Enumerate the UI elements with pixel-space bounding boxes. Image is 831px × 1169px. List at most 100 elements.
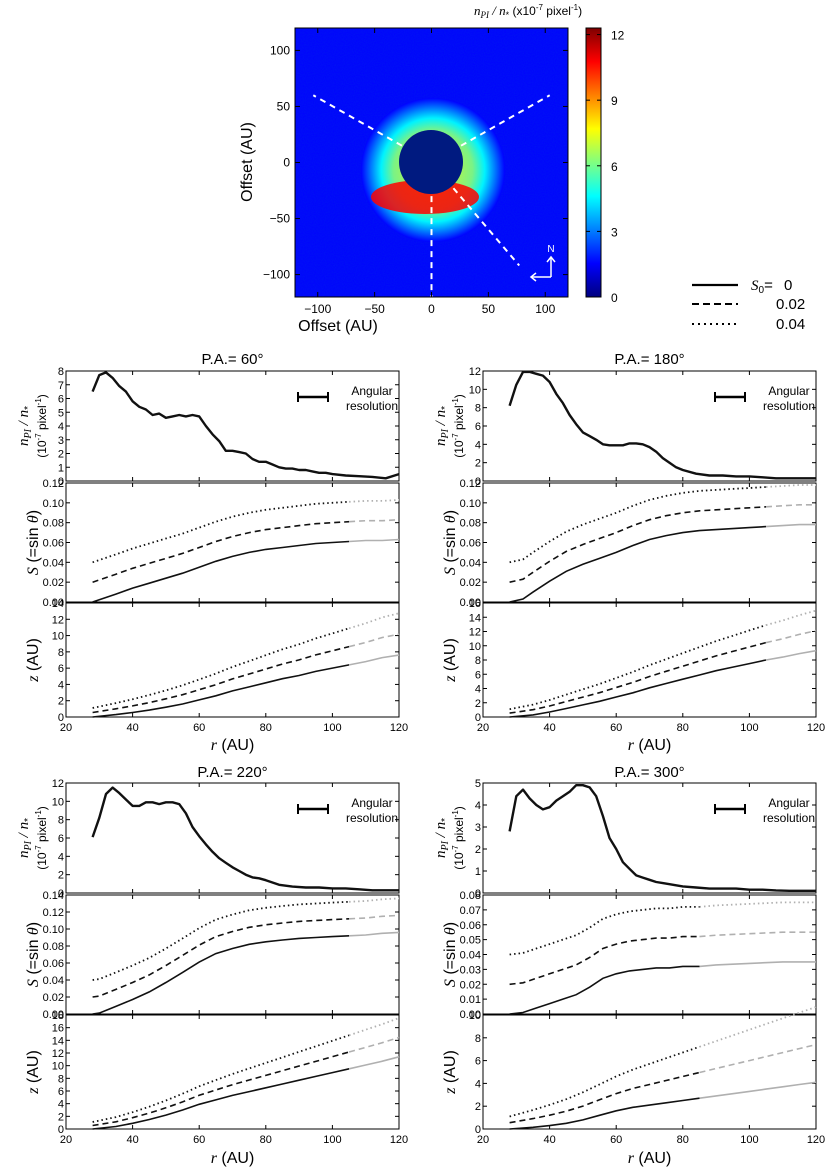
s-s0-0-line	[92, 540, 350, 603]
y-tick-label: 1	[475, 866, 481, 878]
y-tick-label: 0.14	[43, 890, 64, 902]
y-tick-label: 2	[475, 458, 481, 470]
x-tick-label: 20	[60, 1134, 72, 1146]
y-tick-label: 0	[58, 888, 64, 900]
angular-resolution-label-2: resolution	[763, 399, 815, 413]
y-tick-label: 10	[469, 641, 481, 653]
z-y-label: z (AU)	[442, 1050, 459, 1095]
y-tick-label: 0	[58, 1124, 64, 1136]
y-tick-label: 0	[475, 888, 481, 900]
z-s0-004-line-extrapolated	[348, 1017, 400, 1037]
panel-title: P.A.= 220°	[197, 764, 267, 781]
y-tick-label: 3	[58, 435, 64, 447]
colorbar	[585, 27, 602, 298]
panel-title: P.A.= 180°	[614, 351, 684, 368]
y-tick-label: 0.07	[460, 905, 481, 917]
z-s0-002-line	[92, 1051, 350, 1127]
s-s0-004-line-extrapolated	[765, 484, 816, 488]
s-s0-004-line-extrapolated	[349, 499, 400, 503]
y-tick-label: 0	[58, 712, 64, 724]
panel-title: P.A.= 60°	[201, 351, 263, 368]
z-s0-002-line	[92, 645, 350, 714]
np-y-label: nPI / n*	[16, 406, 34, 446]
y-tick-label: 8	[58, 366, 64, 378]
angular-resolution-label-1: Angular	[351, 384, 392, 398]
legend-entry-2: 0.04	[776, 316, 805, 333]
y-tick-label: 0.08	[460, 518, 481, 530]
y-tick-label: 2	[58, 449, 64, 461]
subplot-frame	[65, 370, 400, 482]
z-s0-0-line	[509, 1097, 700, 1130]
x-tick-label: 120	[390, 722, 408, 734]
x-tick-label: 120	[807, 722, 825, 734]
subplot-s: 0.00 0.02 0.04 0.06 0.08 0.10 0.12 0.14 S (=sin …	[25, 890, 400, 1021]
coronagraph-mask	[399, 130, 463, 194]
s-s0-004-line	[92, 900, 350, 981]
angular-resolution-label-1: Angular	[768, 384, 809, 398]
y-tick-label: 6	[58, 394, 64, 406]
z-s0-002-line-extrapolated	[765, 629, 817, 644]
colorbar-tick-label: 6	[611, 160, 618, 174]
x-tick-label: 40	[126, 1134, 138, 1146]
y-tick-label: 2	[475, 1101, 481, 1113]
z-s0-0-line-extrapolated	[765, 649, 817, 661]
y-tick-label: 2	[58, 870, 64, 882]
y-tick-label: 6	[475, 669, 481, 681]
y-tick-label: 0.02	[460, 577, 481, 589]
np-y-units: (10-7 pixel-1)	[34, 806, 49, 870]
polarized-intensity-image	[295, 28, 568, 297]
image-x-tick-label: −50	[364, 302, 385, 316]
s-s0-002-line-extrapolated	[349, 914, 400, 920]
x-tick-label: 20	[477, 1134, 489, 1146]
colorbar-tick-label: 3	[611, 225, 618, 239]
x-tick-label: 60	[193, 1134, 205, 1146]
x-tick-label: 20	[477, 722, 489, 734]
z-s0-004-line-extrapolated	[699, 1006, 817, 1048]
image-panel: nPI / n* (x10-7 pixel-1) −100 −50 0 50 100 10…	[239, 3, 625, 335]
legend-entry-1: 0.02	[776, 296, 805, 313]
s-s0-0-line	[509, 525, 767, 603]
y-tick-label: 0.08	[460, 890, 481, 902]
y-tick-label: 12	[469, 366, 481, 378]
subplot-frame	[65, 602, 400, 718]
y-tick-label: 14	[52, 1035, 64, 1047]
y-tick-label: 8	[475, 1033, 481, 1045]
subplot-frame	[482, 370, 817, 482]
y-tick-label: 4	[58, 851, 64, 863]
s-s0-004-line-extrapolated	[349, 897, 400, 903]
x-tick-label: 120	[807, 1134, 825, 1146]
y-tick-label: 0	[475, 712, 481, 724]
z-s0-0-line	[92, 1068, 350, 1130]
subplot-frame	[482, 1014, 817, 1130]
s-s0-002-line	[92, 918, 350, 998]
subplot-z: 0 2 4 6 8 10 20 40 60 80 100 120 z (AU) r (AU)	[442, 1006, 825, 1167]
y-tick-label: 8	[58, 1073, 64, 1085]
colorbar-ticks: 12 9 6 3 0	[586, 29, 625, 305]
subplot-z: 0 2 4 6 8 10 12 14 16 20 40 60 80 100 120 z (AU) r (AU)	[442, 598, 825, 754]
x-tick-label: 40	[543, 1134, 555, 1146]
np-profile-line	[91, 786, 399, 892]
z-s0-0-line	[92, 664, 350, 718]
z-s0-002-line-extrapolated	[699, 1043, 817, 1074]
y-tick-label: 0.12	[43, 907, 64, 919]
y-tick-label: 4	[58, 679, 64, 691]
compass-arrow: N	[529, 244, 556, 282]
s-s0-004-line-extrapolated	[699, 901, 816, 908]
np-y-units: (10-7 pixel-1)	[451, 394, 466, 458]
y-tick-label: 0.10	[43, 498, 64, 510]
y-tick-label: 8	[475, 655, 481, 667]
y-tick-label: 14	[469, 612, 481, 624]
y-tick-label: 10	[52, 796, 64, 808]
s-y-label: S (=sin θ)	[442, 922, 459, 987]
np-profile-line	[508, 784, 816, 892]
y-tick-label: 2	[475, 698, 481, 710]
y-tick-label: 0.02	[460, 979, 481, 991]
y-tick-label: 6	[475, 421, 481, 433]
y-tick-label: 12	[52, 778, 64, 790]
image-x-tick-label: 50	[482, 302, 496, 316]
legend-title: S0=	[751, 277, 773, 296]
